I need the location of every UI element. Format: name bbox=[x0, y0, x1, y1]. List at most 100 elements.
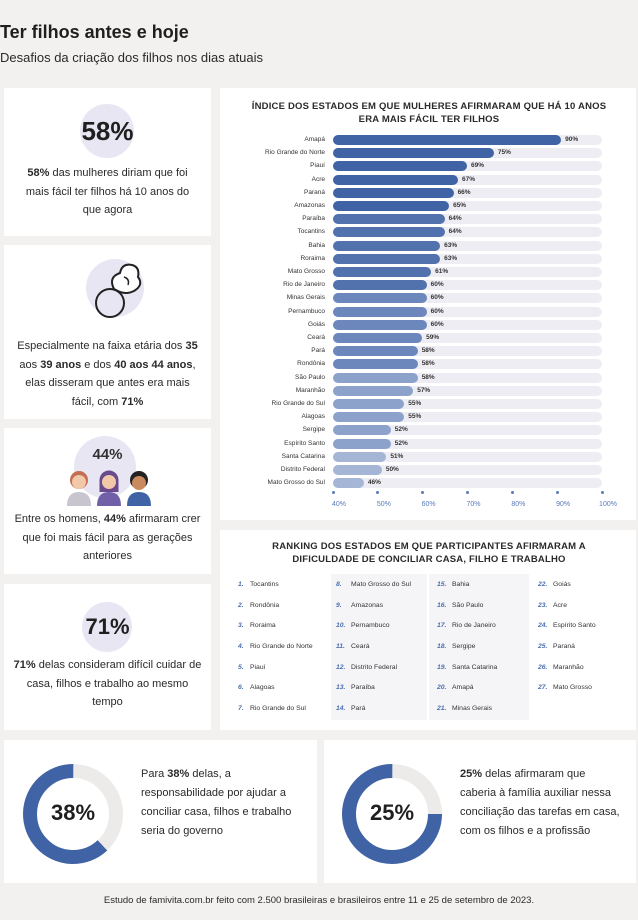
bar-track bbox=[333, 253, 602, 264]
bar-track bbox=[333, 438, 602, 449]
bar-label: Rondônia bbox=[297, 360, 325, 368]
bar-label: Espírito Santo bbox=[284, 439, 325, 447]
bar-value-label: 67% bbox=[462, 175, 476, 183]
ranking-item: 3. Roraima bbox=[238, 618, 313, 639]
bar bbox=[333, 214, 445, 225]
ranking-state: Bahia bbox=[452, 581, 470, 588]
bar-value-label: 60% bbox=[430, 294, 444, 302]
bar-label: Minas Gerais bbox=[286, 294, 325, 302]
bar-label: Mato Grosso bbox=[287, 268, 325, 275]
donut-text: 25% delas afirmaram que caberia à famíli… bbox=[460, 765, 622, 841]
bar-track bbox=[333, 451, 602, 462]
bar-row: Piauí 69% bbox=[253, 161, 602, 172]
ranking-number: 10. bbox=[336, 622, 346, 630]
bar-track bbox=[333, 306, 602, 317]
ranking-number: 2. bbox=[238, 601, 244, 609]
bar-label: Pará bbox=[311, 347, 325, 355]
ranking-number: 20. bbox=[437, 684, 447, 692]
ranking-state: Paraná bbox=[553, 643, 575, 651]
bar-track bbox=[333, 478, 602, 489]
bar bbox=[333, 227, 445, 238]
ranking-item: 14. Pará bbox=[336, 701, 411, 722]
ranking-item: 2. Rondônia bbox=[238, 598, 313, 619]
ranking-column-bg bbox=[331, 574, 427, 720]
ranking-state: Tocantins bbox=[250, 581, 279, 588]
bar-label: Amazonas bbox=[294, 202, 325, 209]
bar-track bbox=[333, 293, 602, 304]
ranking-card bbox=[220, 530, 636, 730]
bar-row: Pernambuco 60% bbox=[253, 306, 602, 317]
highlight: 38% bbox=[167, 768, 190, 780]
bar bbox=[333, 385, 414, 396]
text: das mulheres diriam que foi mais fácil t… bbox=[25, 167, 190, 216]
bar-row: São Paulo 58% bbox=[253, 372, 602, 383]
bar bbox=[333, 319, 427, 330]
ranking-item: 11. Ceará bbox=[336, 639, 411, 660]
ranking-state: Rio Grande do Norte bbox=[250, 643, 313, 651]
bar-label: Tocantins bbox=[297, 228, 325, 236]
ranking-column: 1. Tocantins 2. Rondônia 3. Roraima 4. Rio Gran… bbox=[238, 577, 313, 722]
text: delas, a responsabilidade por ajudar a c… bbox=[141, 768, 292, 837]
bar-label: Distrito Federal bbox=[280, 466, 325, 473]
page-subtitle: Desafios da criação dos filhos nos dias … bbox=[0, 50, 264, 65]
ranking-state: Minas Gerais bbox=[452, 705, 493, 713]
bar-row: Espírito Santo 52% bbox=[253, 438, 602, 449]
bar-row: Acre 67% bbox=[253, 174, 602, 185]
x-tick-dot bbox=[555, 491, 559, 494]
ranking-state: Pará bbox=[351, 705, 366, 713]
chart-title: ÍNDICE DOS ESTADOS EM QUE MULHERES AFIRM… bbox=[251, 101, 607, 125]
ranking-number: 16. bbox=[437, 601, 447, 609]
bar-track bbox=[333, 399, 602, 409]
ranking-number: 24. bbox=[538, 622, 548, 630]
bar-track bbox=[333, 359, 602, 370]
ranking-item: 27. Mato Grosso bbox=[538, 680, 596, 701]
ranking-state: Pernambuco bbox=[351, 622, 390, 630]
ranking-state: Amapá bbox=[452, 684, 474, 692]
bar-row: Amazonas 65% bbox=[253, 201, 602, 211]
bar-track bbox=[333, 187, 602, 198]
bar-label: Amapá bbox=[304, 136, 325, 143]
bar-label: Santa Catarina bbox=[281, 452, 325, 460]
ranking-item: 4. Rio Grande do Norte bbox=[238, 639, 313, 660]
bar bbox=[333, 201, 450, 211]
bar bbox=[333, 451, 387, 462]
bar bbox=[333, 280, 427, 291]
text: e dos bbox=[81, 358, 115, 371]
ranking-number: 11. bbox=[336, 643, 345, 651]
ranking-number: 15. bbox=[437, 581, 447, 588]
highlight: 39 anos bbox=[40, 358, 82, 371]
ranking-state: Paraíba bbox=[351, 684, 375, 692]
bar-row: Tocantins 64% bbox=[253, 227, 602, 238]
highlight: 25% bbox=[460, 768, 483, 780]
bar bbox=[333, 359, 418, 370]
bar-value-label: 60% bbox=[430, 307, 444, 315]
ranking-item: 21. Minas Gerais bbox=[437, 701, 497, 722]
bar bbox=[333, 174, 459, 185]
bar-label: São Paulo bbox=[295, 373, 325, 381]
bar-row: Alagoas 55% bbox=[253, 412, 602, 423]
donut-chart-38 bbox=[23, 764, 123, 864]
bar bbox=[333, 412, 405, 423]
circle-decoration bbox=[80, 104, 134, 158]
bar-track bbox=[333, 227, 602, 238]
bar-value-label: 60% bbox=[430, 320, 444, 328]
text: afirmaram crer que foi mais fácil para a… bbox=[22, 513, 201, 562]
ranking-state: Amazonas bbox=[351, 601, 384, 609]
ranking-number: 18. bbox=[437, 643, 447, 651]
ranking-number: 8. bbox=[336, 581, 342, 588]
x-tick-dot bbox=[466, 491, 469, 494]
bar-track bbox=[333, 333, 602, 343]
ranking-state: Maranhão bbox=[553, 663, 584, 671]
big-percentage: 58% bbox=[81, 116, 134, 146]
card-text: Entre os homens, 44% afirmaram crer que … bbox=[14, 510, 201, 566]
bar-value-label: 58% bbox=[421, 360, 435, 368]
ranking-item: 16. São Paulo bbox=[437, 598, 497, 619]
ranking-state: Rio de Janeiro bbox=[452, 622, 496, 630]
bar-row: Pará 58% bbox=[253, 346, 602, 357]
bar-label: Mato Grosso do Sul bbox=[267, 479, 325, 487]
ranking-item: 15. Bahia bbox=[437, 577, 497, 598]
bar bbox=[333, 306, 427, 317]
ranking-item: 18. Sergipe bbox=[437, 639, 497, 660]
bar bbox=[333, 372, 418, 383]
bar-value-label: 55% bbox=[408, 413, 422, 421]
